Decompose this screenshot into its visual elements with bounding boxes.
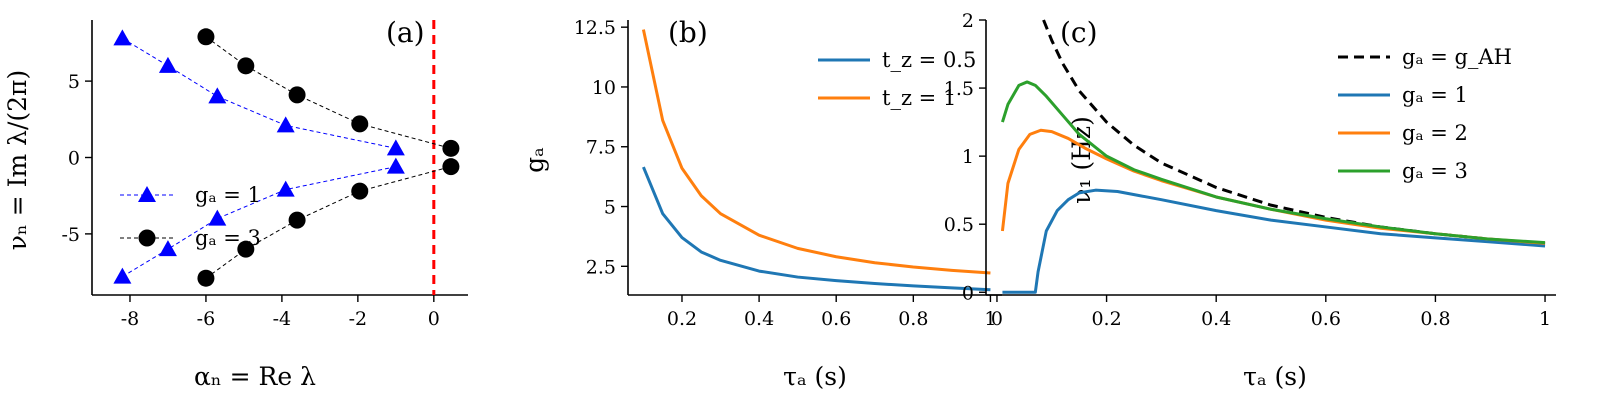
- x-tick-label: 0.8: [1420, 308, 1450, 330]
- data-point-triangle: [276, 116, 295, 133]
- data-point-circle: [351, 182, 369, 200]
- legend-label: gₐ = 1: [195, 183, 261, 207]
- series-line-3: [1001, 80, 1546, 245]
- data-point-circle: [197, 28, 215, 46]
- x-tick-label: 0.2: [667, 308, 697, 330]
- series-line-1-branch-0: [205, 36, 452, 149]
- data-point-circle: [442, 139, 460, 157]
- data-point-triangle: [158, 56, 177, 73]
- data-point-triangle: [386, 157, 405, 174]
- data-point-circle: [442, 158, 460, 176]
- y-tick-label: -5: [61, 224, 80, 246]
- panel-b-tag: (b): [668, 16, 708, 49]
- legend-label: gₐ = 2: [1402, 121, 1468, 145]
- data-point-circle: [288, 211, 306, 229]
- data-point-circle: [237, 240, 255, 258]
- legend-label: t_z = 0.5: [882, 48, 976, 72]
- x-tick-label: 1: [984, 308, 996, 330]
- y-tick-label: 1.5: [944, 78, 974, 100]
- y-tick-label: 5: [604, 197, 616, 219]
- y-tick-label: 0.5: [944, 214, 974, 236]
- x-tick-label: 0.2: [1091, 308, 1121, 330]
- x-tick-label: 0: [428, 308, 440, 330]
- x-tick-label: 0.6: [821, 308, 851, 330]
- data-point-circle: [197, 269, 215, 287]
- data-point-triangle: [208, 209, 227, 226]
- data-point-triangle: [113, 29, 132, 46]
- data-point-triangle: [208, 87, 227, 104]
- panel-c-xlabel: τₐ (s): [1243, 362, 1307, 391]
- legend-label: gₐ = 3: [195, 226, 261, 250]
- legend-label: gₐ = g_AH: [1402, 45, 1512, 69]
- x-tick-label: 0.6: [1311, 308, 1341, 330]
- panel-a: αₙ = Re λ νₙ = Im λ/(2π) (a) -8 -6 -4 -2 0 -5…: [3, 16, 468, 391]
- x-tick-label: 0.8: [898, 308, 928, 330]
- data-point-circle: [351, 115, 369, 133]
- y-tick-label: 0: [68, 148, 80, 170]
- panel-a-ylabel: νₙ = Im λ/(2π): [3, 70, 32, 251]
- y-tick-label: 0: [962, 282, 974, 304]
- y-tick-label: 5: [68, 71, 80, 93]
- x-tick-label: -2: [349, 308, 368, 330]
- x-tick-label: 1: [1539, 308, 1551, 330]
- y-tick-label: 7.5: [586, 137, 616, 159]
- x-tick-label: -8: [121, 308, 140, 330]
- series-line-0-branch-0: [122, 37, 396, 149]
- panel-a-tag: (a): [386, 16, 425, 49]
- data-point-triangle: [276, 180, 295, 197]
- y-tick-label: 1: [962, 146, 974, 168]
- y-tick-label: 2.5: [586, 256, 616, 278]
- y-tick-label: 12.5: [574, 17, 616, 39]
- legend-label: t_z = 1: [882, 86, 956, 110]
- x-tick-label: 0.4: [744, 308, 774, 330]
- y-tick-label: 2: [962, 10, 974, 32]
- data-point-triangle: [158, 240, 177, 257]
- legend-marker-triangle: [138, 186, 156, 202]
- series-line-1: [1002, 188, 1546, 294]
- x-tick-label: 0: [991, 308, 1003, 330]
- panel-c: τₐ (s) ν₁ (Hz) (c) 0 0.2 0.4 0.6 0.8 100.511.…: [944, 10, 1556, 391]
- series-line-0: [642, 166, 991, 292]
- x-tick-label: 0.4: [1201, 308, 1231, 330]
- legend-label: gₐ = 1: [1402, 83, 1468, 107]
- data-point-triangle: [386, 139, 405, 156]
- y-tick-label: 10: [592, 77, 616, 99]
- panel-c-tag: (c): [1060, 16, 1098, 49]
- panel-b-ylabel: gₐ: [520, 147, 549, 173]
- legend-label: gₐ = 3: [1402, 159, 1468, 183]
- data-point-triangle: [113, 267, 132, 284]
- panel-a-xlabel: αₙ = Re λ: [194, 362, 316, 391]
- legend-marker-circle: [138, 229, 156, 247]
- panel-b: τₐ (s) gₐ (b) 0.2 0.4 0.6 0.8 12.557.51012.5…: [520, 16, 1002, 391]
- data-point-circle: [237, 57, 255, 75]
- x-tick-label: -4: [273, 308, 292, 330]
- series-line-1: [641, 29, 991, 275]
- series-line-0-branch-1: [122, 166, 396, 278]
- x-tick-label: -6: [197, 308, 216, 330]
- data-point-circle: [288, 86, 306, 104]
- panel-c-ylabel: ν₁ (Hz): [1067, 116, 1096, 204]
- panel-b-xlabel: τₐ (s): [783, 362, 847, 391]
